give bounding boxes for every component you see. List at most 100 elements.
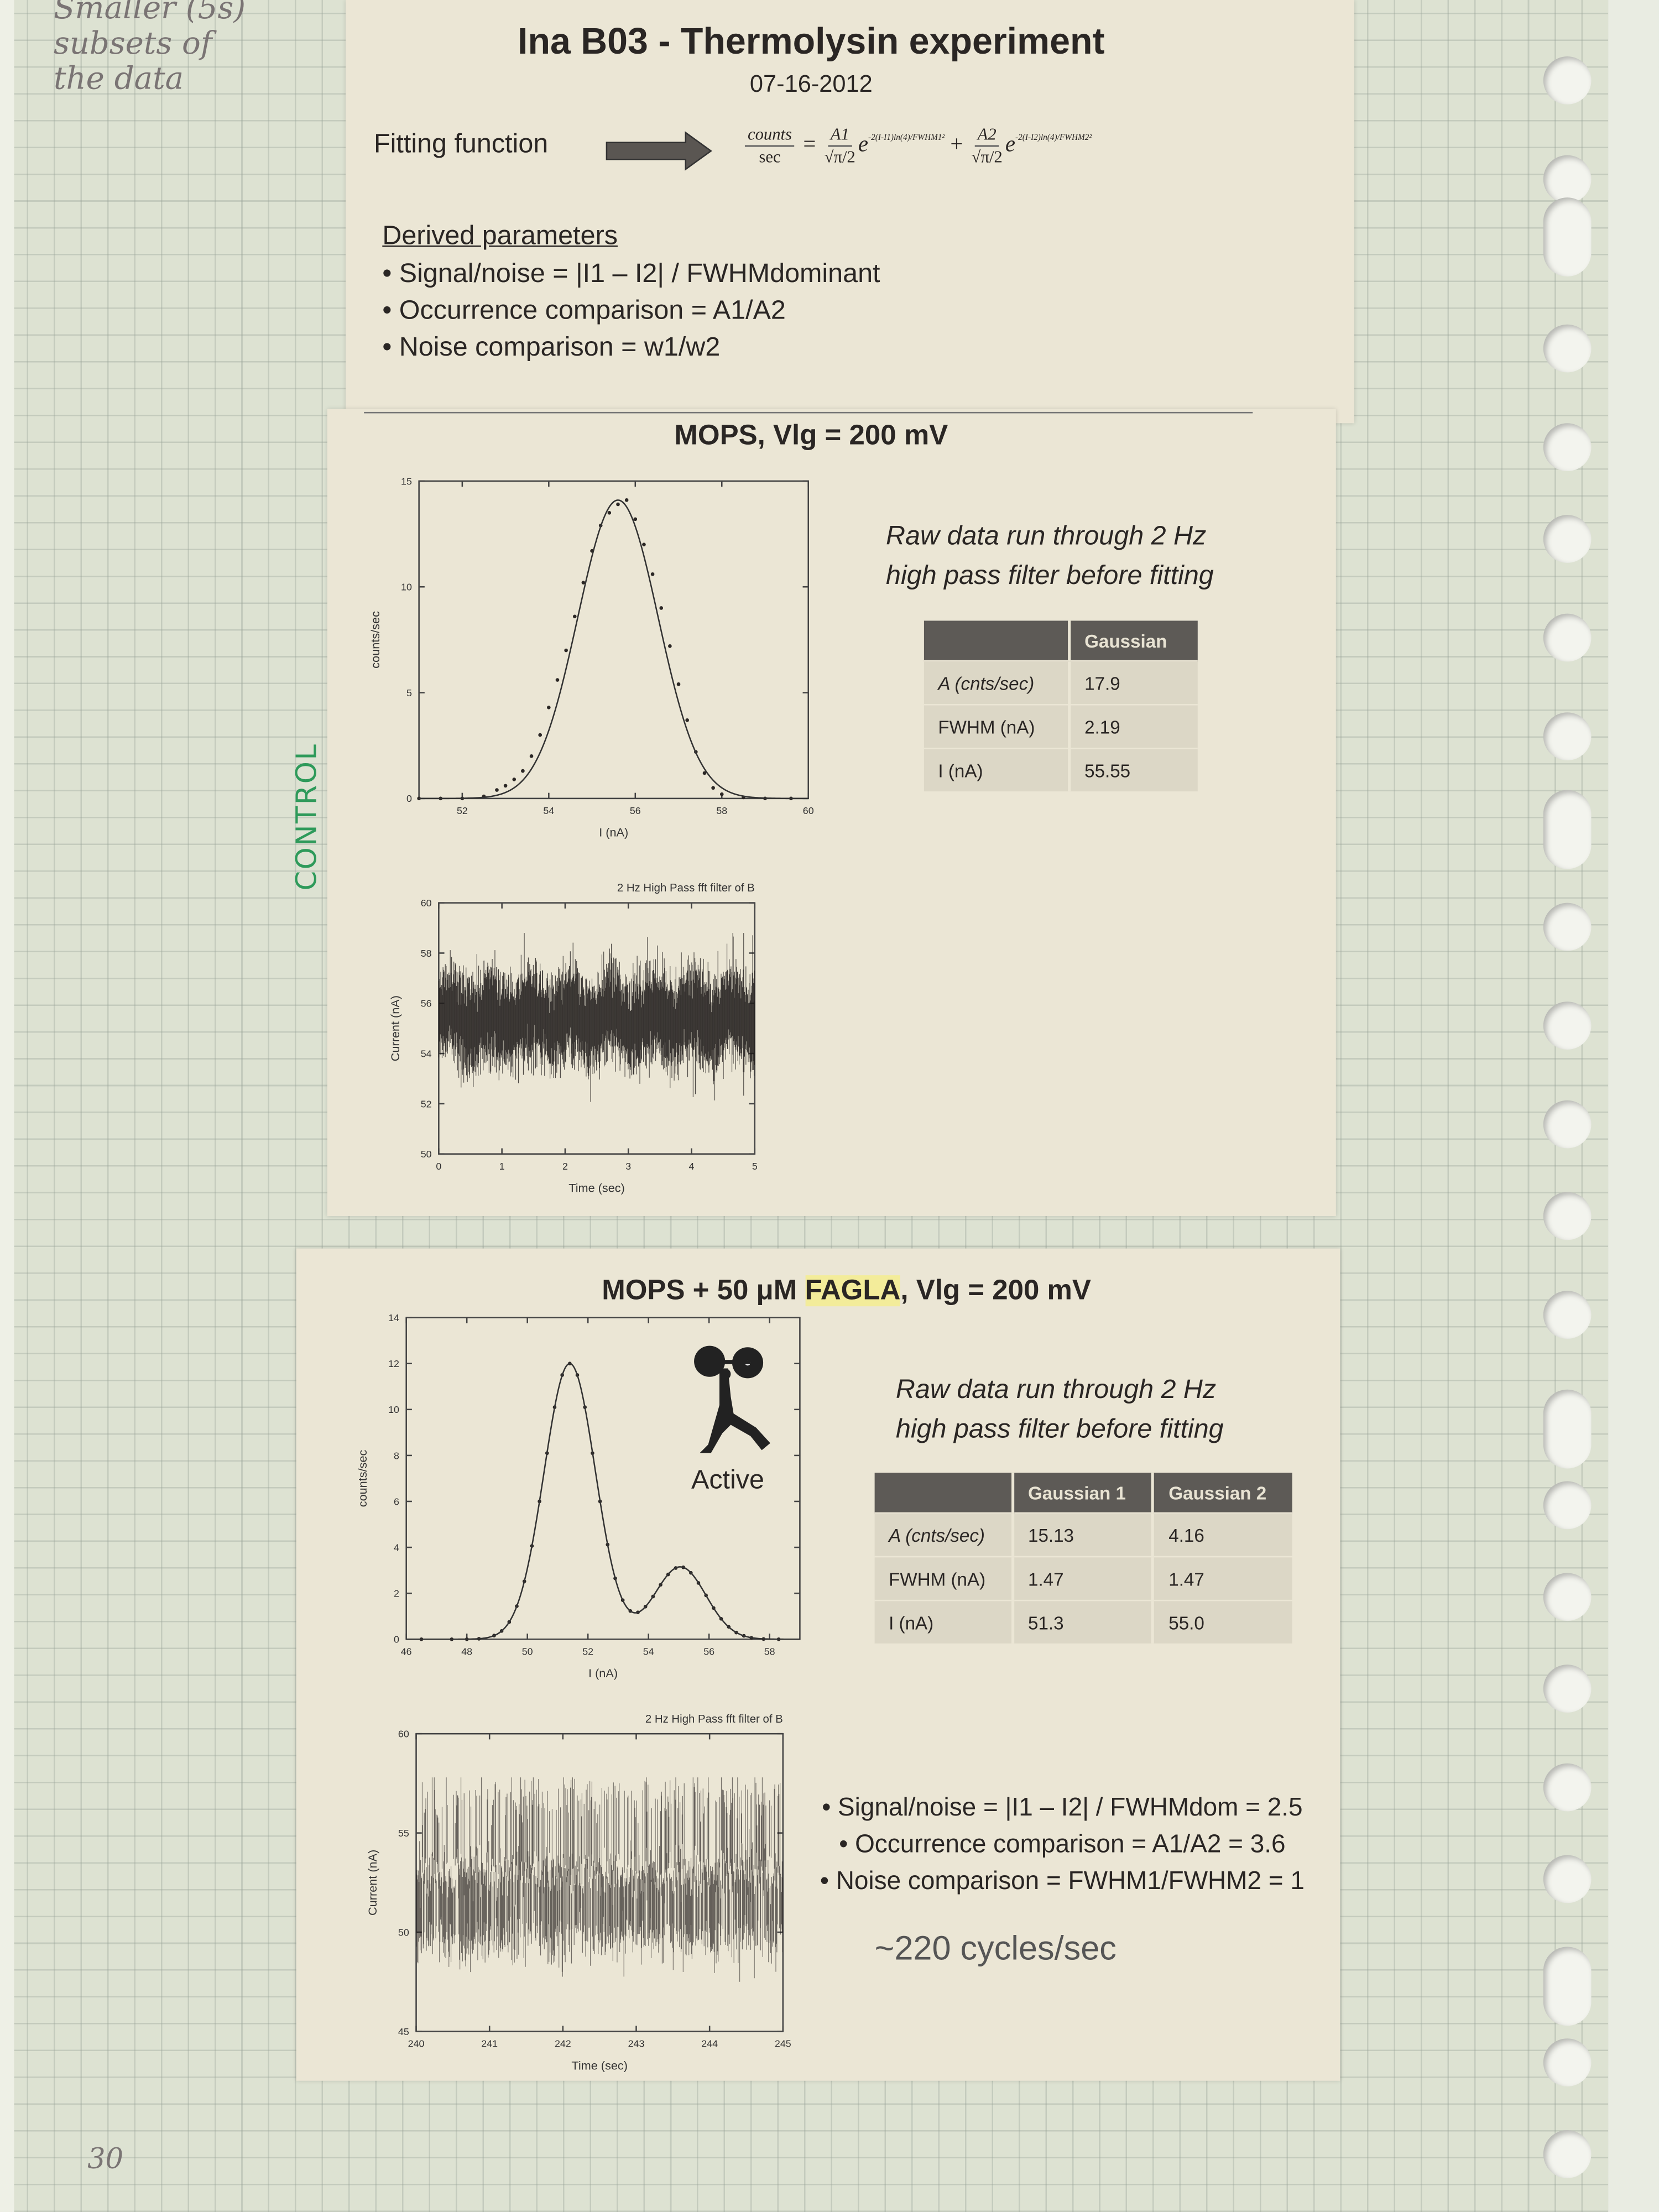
divider [364,411,1253,414]
punch-hole [1543,1855,1592,1903]
punch-hole [1543,2130,1592,2178]
table-header: Gaussian 1 [1011,1473,1154,1513]
result-item: • Noise comparison = FWHM1/FWHM2 = 1 [820,1866,1305,1895]
punch-hole [1543,423,1592,472]
y-tick-label: 50 [398,1927,409,1938]
x-tick-label: 245 [775,2038,791,2049]
y-axis-label: Current (nA) [366,1850,379,1916]
table-cell: 4.16 [1151,1512,1292,1557]
formula-term1-num: A1 [827,124,852,147]
punch-hole [1543,1389,1592,1469]
formula-e: e [858,133,869,157]
table-header [874,1473,1013,1513]
y-tick-label: 45 [398,2026,409,2037]
x-tick-label: 58 [716,805,727,816]
table-row: A (cnts/sec) 17.9 [924,660,1198,705]
note-line: high pass filter before fitting [886,561,1214,591]
derived-parameters-list: • Signal/noise = |I1 – I2| / FWHMdominan… [382,257,880,367]
data-point [702,771,707,775]
table-cell: 55.0 [1151,1599,1292,1644]
handwritten-line: the data [53,62,184,98]
derived-item: • Signal/noise = |I1 – I2| / FWHMdominan… [382,259,880,289]
table-header-row: Gaussian 1 Gaussian 2 [874,1473,1292,1513]
result-item: • Occurrence comparison = A1/A2 = 3.6 [839,1829,1286,1858]
chart-title: 2 Hz High Pass fft filter of B [617,882,755,894]
derived-parameters-heading: Derived parameters [382,221,618,252]
formula-term2-den: √π/2 [971,147,1003,167]
x-tick-label: 240 [408,2038,425,2049]
data-point [503,784,508,788]
x-tick-label: 0 [436,1161,441,1172]
handwritten-line: Smaller (5s) [53,0,246,27]
y-tick-label: 55 [398,1828,409,1839]
table-cell: I (nA) [924,748,1070,792]
table-cell: 1.47 [1011,1556,1154,1601]
page-number: 30 [87,2141,124,2176]
data-point [564,648,568,653]
y-tick-label: 0 [406,793,412,804]
y-tick-label: 2 [394,1588,399,1599]
table-cell: A (cnts/sec) [874,1512,1013,1557]
data-point [538,733,542,737]
data-point [659,606,664,610]
plot-frame [405,1317,801,1640]
table-row: FWHM (nA) 2.19 [924,703,1198,749]
y-axis-label: counts/sec [356,1449,369,1507]
control-note: Raw data run through 2 Hz high pass filt… [886,518,1214,597]
table-cell: 2.19 [1067,703,1198,749]
y-tick-label: 5 [406,687,412,698]
x-tick-label: 241 [481,2038,498,2049]
x-tick-label: 2 [562,1161,568,1172]
x-axis-label: I (nA) [599,826,628,839]
data-point [607,510,612,515]
formula-term2-num: A2 [974,124,999,147]
punch-hole [1543,56,1592,105]
arrow-icon [606,131,712,171]
formula-lhs-num: counts [744,124,795,147]
table-cell: FWHM (nA) [874,1556,1013,1601]
punch-hole [1543,1947,1592,2026]
table-cell: 15.13 [1011,1512,1154,1557]
derived-item: • Occurrence comparison = A1/A2 [382,296,786,326]
data-point [642,542,646,547]
punch-hole [1543,790,1592,869]
x-tick-label: 3 [625,1161,631,1172]
punch-hole [1543,1192,1592,1240]
data-point [685,718,689,722]
punch-hole [1543,515,1592,563]
x-axis-label: Time (sec) [571,2058,628,2072]
x-tick-label: 242 [555,2038,571,2049]
handwritten-line: subsets of [53,27,212,62]
table-row: I (nA) 55.55 [924,748,1198,792]
y-tick-label: 10 [388,1404,399,1415]
x-tick-label: 46 [401,1646,412,1657]
note-line: Raw data run through 2 Hz [886,521,1207,552]
table-cell: 55.55 [1067,748,1198,792]
data-point [555,678,560,682]
plot-frame [418,480,809,800]
active-note: Raw data run through 2 Hz high pass filt… [896,1371,1224,1451]
formula-lhs-den: sec [759,147,781,167]
table-cell: 1.47 [1151,1556,1292,1601]
x-tick-label: 5 [752,1161,758,1172]
cycle-rate: ~220 cycles/sec [874,1929,1117,1968]
y-tick-label: 8 [394,1450,399,1461]
table-cell: A (cnts/sec) [924,660,1070,705]
data-point [668,644,672,648]
y-axis-label: counts/sec [368,611,382,669]
data-point [572,614,577,619]
punch-hole [1543,1001,1592,1050]
active-fit-table: Gaussian 1 Gaussian 2 A (cnts/sec) 15.13 4.… [874,1473,1292,1644]
data-point [719,792,724,796]
x-axis-label: Time (sec) [568,1181,625,1195]
y-tick-label: 10 [401,582,412,593]
y-tick-label: 56 [421,998,432,1009]
chart-4: 240 241 242 243 244 245 45 50 55 60 Time (sec) Curr… [366,1713,791,2073]
chart-title: 2 Hz High Pass fft filter of B [645,1713,783,1725]
note-line: high pass filter before fitting [895,1415,1224,1445]
x-tick-label: 50 [522,1646,533,1657]
x-tick-label: 4 [689,1161,695,1172]
